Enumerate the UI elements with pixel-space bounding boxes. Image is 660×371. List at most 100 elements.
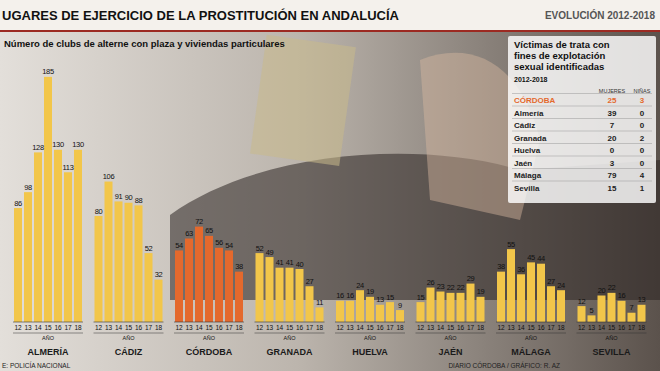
baseline	[496, 322, 566, 323]
bar	[497, 272, 505, 322]
header-band	[0, 0, 660, 30]
table-cell: 1	[640, 184, 645, 193]
table-title: sexual identificadas	[514, 61, 604, 72]
bar	[638, 305, 646, 322]
bar	[477, 297, 485, 322]
table-row-name: Granada	[514, 134, 547, 143]
bar	[618, 301, 626, 322]
table-cell: 79	[608, 171, 617, 180]
data-label: 80	[95, 207, 103, 216]
axis-label: AÑO	[42, 335, 55, 341]
bar	[34, 152, 42, 322]
tick-label: 17	[467, 324, 475, 331]
tick-label: 12	[95, 324, 103, 331]
tick-label: 16	[215, 324, 223, 331]
bar	[235, 272, 243, 322]
axis-rule	[174, 333, 244, 334]
data-label: 23	[437, 282, 445, 291]
tick-label: 12	[256, 324, 264, 331]
bar	[115, 201, 123, 322]
table-rule	[512, 168, 652, 169]
tick-label: 17	[225, 324, 233, 331]
bar	[135, 205, 143, 322]
tick-label: 16	[457, 324, 465, 331]
group-label: HUELVA	[352, 347, 388, 357]
bar	[366, 297, 374, 322]
tick-label: 18	[557, 324, 565, 331]
axis-rule	[94, 333, 164, 334]
table-title: fines de explotación	[514, 50, 606, 61]
tick-label: 14	[437, 324, 445, 331]
table-row-name: Huelva	[514, 146, 541, 155]
data-label: 130	[52, 140, 64, 149]
bar	[286, 268, 294, 322]
bar	[44, 77, 52, 322]
table-cell: 0	[610, 146, 615, 155]
tick-label: 14	[115, 324, 123, 331]
bar	[356, 290, 364, 322]
bar	[608, 293, 616, 322]
table-cell: 3	[610, 159, 615, 168]
header-rule	[0, 30, 660, 32]
table-rule	[512, 156, 652, 157]
bar	[205, 236, 213, 322]
group-label: JAÉN	[438, 347, 462, 357]
bar	[95, 216, 103, 322]
bar	[417, 302, 425, 322]
bar	[54, 150, 62, 322]
bar	[598, 296, 606, 323]
table-rule	[512, 131, 652, 132]
background	[0, 0, 660, 371]
data-label: 20	[598, 286, 606, 295]
tick-label: 16	[376, 324, 384, 331]
table-title: Víctimas de trata con	[514, 39, 610, 50]
data-label: 72	[195, 217, 203, 226]
data-label: 12	[578, 297, 586, 306]
axis-label: AÑO	[525, 335, 538, 341]
tick-label: 18	[638, 324, 646, 331]
tick-label: 15	[447, 324, 455, 331]
bar	[336, 301, 344, 322]
data-label: 16	[618, 291, 626, 300]
table-header: NIÑAS	[634, 88, 651, 94]
bar	[537, 264, 545, 322]
table-cell: 0	[640, 146, 645, 155]
tick-label: 17	[547, 324, 555, 331]
table-cell: 0	[640, 159, 645, 168]
bar	[74, 150, 82, 322]
axis-label: AÑO	[123, 335, 136, 341]
data-label: 40	[296, 260, 304, 269]
table-row-name: Cádiz	[514, 121, 535, 130]
axis-label: AÑO	[203, 335, 216, 341]
group-label: MÁLAGA	[511, 347, 551, 357]
data-label: 55	[507, 240, 515, 249]
bar	[578, 306, 586, 322]
tick-label: 12	[578, 324, 586, 331]
tick-label: 13	[24, 324, 32, 331]
tick-label: 15	[44, 324, 52, 331]
tick-label: 17	[145, 324, 153, 331]
tick-label: 18	[155, 324, 163, 331]
bar	[175, 250, 183, 322]
tick-label: 12	[175, 324, 183, 331]
bar	[447, 293, 455, 322]
table-background	[508, 36, 656, 203]
background-banknote	[250, 35, 356, 166]
baseline	[255, 322, 325, 323]
tick-label: 15	[125, 324, 133, 331]
table-cell: 39	[608, 109, 617, 118]
tick-label: 16	[618, 324, 626, 331]
axis-rule	[416, 333, 486, 334]
data-label: 130	[72, 140, 84, 149]
data-label: 88	[135, 196, 143, 205]
bar	[527, 262, 535, 322]
tick-label: 13	[266, 324, 274, 331]
table-row-name: Almería	[514, 109, 544, 118]
data-label: 113	[62, 163, 73, 172]
data-label: 19	[477, 287, 485, 296]
data-label: 26	[427, 278, 435, 287]
data-label: 56	[215, 238, 223, 247]
data-label: 128	[32, 143, 44, 152]
axis-rule	[255, 333, 325, 334]
group-label: CÓRDOBA	[186, 346, 233, 357]
